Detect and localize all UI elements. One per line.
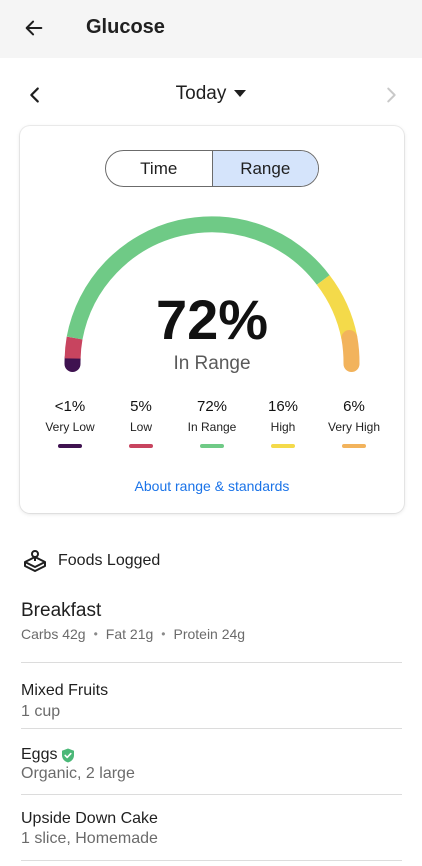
food-description: 1 cup bbox=[21, 703, 61, 720]
legend-percentage: 5% bbox=[130, 398, 152, 415]
legend-label: High bbox=[270, 420, 296, 434]
dropdown-caret-icon bbox=[234, 90, 247, 97]
legend-high: 16% High bbox=[249, 398, 317, 448]
view-toggle: Time Range bbox=[105, 150, 319, 187]
food-item-eggs[interactable]: Eggs Organic, 2 large bbox=[21, 728, 402, 794]
food-name-text: Eggs bbox=[21, 746, 58, 763]
chevron-right-icon bbox=[387, 87, 396, 103]
food-name-text: Upside Down Cake bbox=[21, 810, 158, 827]
next-day-button[interactable] bbox=[380, 84, 402, 106]
gauge-segment-low bbox=[64, 336, 83, 359]
page-title: Glucose bbox=[86, 16, 165, 38]
in-range-label: In Range bbox=[173, 353, 251, 374]
verified-shield-icon bbox=[62, 748, 75, 762]
food-item-mixed-fruits[interactable]: Mixed Fruits 1 cup bbox=[21, 662, 402, 728]
foods-logged-header: Foods Logged bbox=[22, 548, 160, 574]
date-navigator: Today bbox=[0, 78, 422, 112]
legend-label: Low bbox=[129, 420, 152, 434]
legend-percentage: <1% bbox=[54, 398, 86, 415]
legend-swatch bbox=[271, 444, 295, 448]
food-name: Eggs bbox=[21, 746, 75, 764]
range-gauge bbox=[64, 216, 360, 372]
toggle-time[interactable]: Time bbox=[140, 158, 178, 178]
legend-label: Very Low bbox=[45, 420, 95, 434]
food-name: Mixed Fruits bbox=[21, 682, 108, 700]
range-legend: <1% Very Low 5% Low 72% In Range 16% Hig… bbox=[36, 398, 388, 448]
separator-dot: • bbox=[161, 627, 166, 641]
food-description: 1 slice, Homemade bbox=[21, 830, 158, 847]
legend-swatch bbox=[342, 444, 366, 448]
back-button[interactable] bbox=[20, 14, 48, 42]
foods-logged-title: Foods Logged bbox=[58, 552, 161, 569]
food-item-upside-down-cake[interactable]: Upside Down Cake 1 slice, Homemade bbox=[21, 794, 402, 860]
macro-carbs: Carbs 42g bbox=[21, 626, 86, 642]
gauge-segment-in-range bbox=[66, 216, 330, 340]
legend-swatch bbox=[129, 444, 153, 448]
legend-percentage: 72% bbox=[196, 398, 228, 415]
main-content: Today Time Range 72% In Range < bbox=[0, 58, 422, 866]
legend-label: Very High bbox=[327, 420, 381, 434]
meal-macros: Carbs 42g • Fat 21g • Protein 24g bbox=[21, 626, 245, 642]
about-range-link[interactable]: About range & standards bbox=[134, 478, 290, 494]
previous-day-button[interactable] bbox=[24, 84, 46, 106]
macro-fat: Fat 21g bbox=[105, 626, 154, 642]
food-name-text: Mixed Fruits bbox=[21, 682, 109, 699]
toggle-range[interactable]: Range bbox=[211, 151, 318, 186]
separator-dot: • bbox=[93, 627, 98, 641]
legend-very-high: 6% Very High bbox=[320, 398, 388, 448]
chevron-left-icon bbox=[30, 87, 39, 103]
meal-name: Breakfast bbox=[21, 600, 102, 621]
legend-low: 5% Low bbox=[107, 398, 175, 448]
food-name: Upside Down Cake bbox=[21, 810, 158, 828]
gauge-segment-very-high bbox=[341, 330, 360, 372]
glucose-range-card: Time Range 72% In Range <1% Very Low 5% … bbox=[20, 126, 404, 513]
legend-swatch bbox=[58, 444, 82, 448]
legend-very-low: <1% Very Low bbox=[36, 398, 104, 448]
legend-in-range: 72% In Range bbox=[178, 398, 246, 448]
in-range-percentage: 72% bbox=[155, 288, 269, 351]
food-bowl-icon bbox=[24, 550, 46, 572]
divider bbox=[21, 860, 402, 861]
arrow-back-icon bbox=[25, 20, 43, 36]
legend-label: In Range bbox=[187, 420, 237, 434]
date-label: Today bbox=[175, 83, 227, 104]
legend-swatch bbox=[200, 444, 224, 448]
legend-percentage: 6% bbox=[343, 398, 365, 415]
date-dropdown[interactable]: Today bbox=[0, 83, 422, 105]
app-bar: Glucose bbox=[0, 0, 422, 58]
food-description: Organic, 2 large bbox=[21, 765, 135, 782]
macro-protein: Protein 24g bbox=[173, 626, 246, 642]
legend-percentage: 16% bbox=[267, 398, 299, 415]
